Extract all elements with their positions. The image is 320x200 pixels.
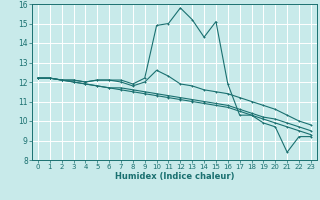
X-axis label: Humidex (Indice chaleur): Humidex (Indice chaleur) — [115, 172, 234, 181]
